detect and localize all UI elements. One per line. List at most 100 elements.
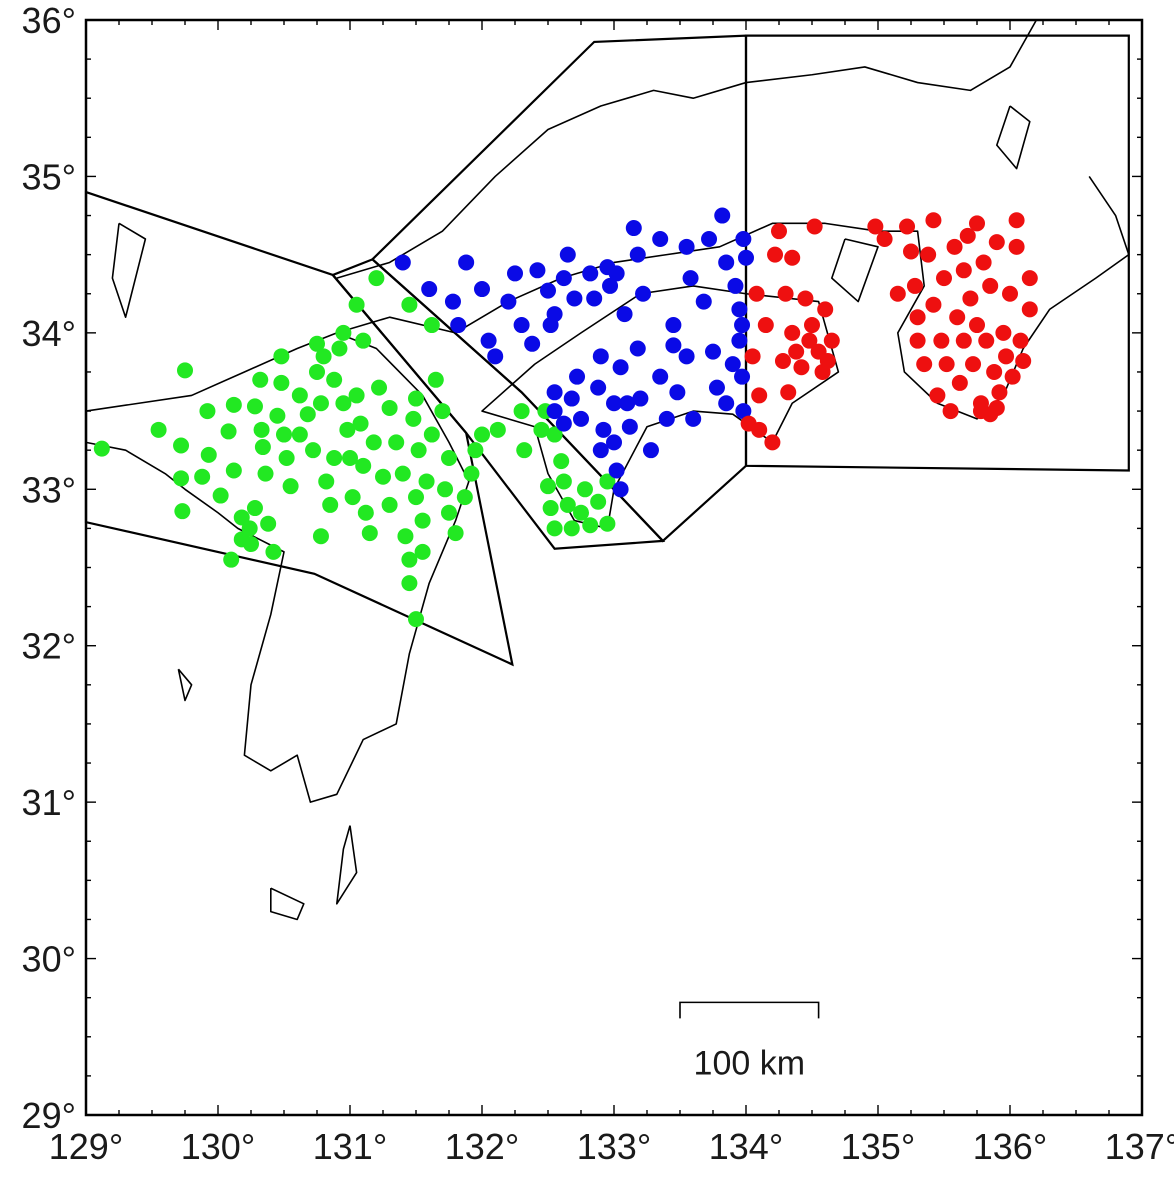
- red-station-point: [969, 215, 985, 232]
- green-station-point: [335, 395, 352, 412]
- green-station-point: [401, 551, 418, 568]
- y-tick-label: 31°: [22, 782, 76, 823]
- red-station-point: [951, 374, 968, 391]
- yakushima-coast: [269, 887, 305, 921]
- blue-station-point: [608, 462, 625, 479]
- blue-station-point: [731, 332, 748, 349]
- blue-station-point: [642, 442, 659, 459]
- green-station-point: [220, 423, 237, 440]
- red-station-point: [1021, 270, 1038, 287]
- green-station-point: [368, 270, 385, 287]
- iki-tsushima-coast: [111, 222, 147, 319]
- blue-station-point: [629, 246, 646, 263]
- biwa-coast: [995, 105, 1031, 170]
- blue-station-point: [665, 317, 682, 334]
- blue-station-point: [714, 207, 731, 224]
- green-station-point: [375, 468, 391, 485]
- red-station-point: [986, 363, 1003, 380]
- green-station-point: [173, 437, 190, 454]
- koshiki-coast: [177, 668, 193, 702]
- blue-station-point: [592, 442, 609, 459]
- blue-station-point: [678, 348, 695, 365]
- green-station-point: [246, 500, 263, 517]
- x-tick-label: 129°: [49, 1126, 123, 1167]
- x-tick-label: 130°: [181, 1126, 255, 1167]
- red-station-point: [793, 359, 810, 376]
- red-station-point: [751, 421, 768, 438]
- green-station-point: [331, 340, 348, 357]
- green-station-point: [326, 371, 343, 388]
- green-station-point: [573, 504, 589, 521]
- blue-station-point: [705, 343, 721, 360]
- red-station-point: [876, 231, 893, 247]
- red-station-point: [909, 309, 926, 326]
- green-station-point: [339, 421, 356, 438]
- green-station-point: [582, 517, 599, 534]
- green-station-point: [357, 504, 374, 521]
- red-station-point: [955, 262, 972, 279]
- green-station-point: [563, 520, 580, 537]
- green-station-point: [441, 504, 457, 521]
- red-station-point: [982, 277, 999, 294]
- x-tick-label: 133°: [577, 1126, 651, 1167]
- red-station-point: [938, 356, 955, 373]
- station-points-layer: [93, 207, 1038, 628]
- blue-station-point: [487, 348, 504, 365]
- green-station-point: [282, 478, 299, 495]
- blue-station-point: [555, 270, 572, 287]
- blue-station-point: [735, 231, 752, 247]
- red-station-point: [784, 324, 801, 341]
- green-station-point: [427, 371, 444, 388]
- blue-station-point: [540, 282, 556, 299]
- red-station-point: [806, 218, 823, 235]
- green-station-point: [269, 407, 286, 424]
- red-station-point: [969, 317, 985, 334]
- green-station-point: [348, 296, 365, 313]
- red-station-point: [819, 353, 836, 370]
- blue-station-point: [500, 293, 517, 310]
- tanegashima-coast: [335, 825, 358, 905]
- green-station-point: [173, 470, 190, 487]
- blue-station-point: [718, 254, 735, 271]
- green-station-point: [225, 462, 242, 479]
- blue-station-point: [546, 306, 563, 323]
- blue-station-point: [595, 421, 612, 438]
- red-station-point: [1008, 238, 1025, 255]
- green-station-point: [423, 426, 440, 443]
- green-station-point: [265, 543, 282, 560]
- green-station-point: [243, 536, 259, 553]
- green-station-point: [489, 421, 506, 438]
- green-station-point: [590, 493, 607, 510]
- blue-station-point: [559, 246, 576, 263]
- map-frame: 129° 130° 131° 132° 133° 134° 135° 136° 137° 29° 3…: [22, 0, 1174, 1167]
- honshu-south-coast: [336, 175, 1130, 420]
- blue-station-point: [513, 317, 530, 334]
- green-station-point: [335, 324, 352, 341]
- blue-station-point: [619, 395, 636, 412]
- red-station-point: [925, 212, 942, 229]
- blue-station-point: [727, 277, 744, 294]
- red-station-point: [777, 285, 794, 302]
- green-station-point: [576, 481, 593, 498]
- green-station-point: [348, 387, 365, 404]
- y-tick-label: 30°: [22, 939, 76, 980]
- green-station-point: [381, 496, 398, 513]
- x-tick-label: 136°: [973, 1126, 1047, 1167]
- blue-station-point: [573, 410, 589, 427]
- red-station-point: [906, 277, 923, 294]
- green-station-point: [273, 348, 290, 365]
- blue-station-point: [582, 265, 599, 282]
- green-station-point: [408, 390, 424, 407]
- green-station-point: [441, 450, 457, 466]
- x-tick-label: 137°: [1105, 1126, 1174, 1167]
- blue-station-point: [608, 265, 625, 282]
- y-tick-label: 36°: [22, 0, 76, 41]
- blue-station-point: [629, 340, 646, 357]
- blue-station-point: [701, 231, 718, 247]
- green-station-point: [174, 503, 191, 520]
- blue-station-point: [678, 238, 695, 255]
- green-station-point: [342, 450, 358, 466]
- blue-station-point: [658, 410, 675, 427]
- green-station-point: [322, 496, 339, 513]
- blue-station-point: [669, 384, 686, 401]
